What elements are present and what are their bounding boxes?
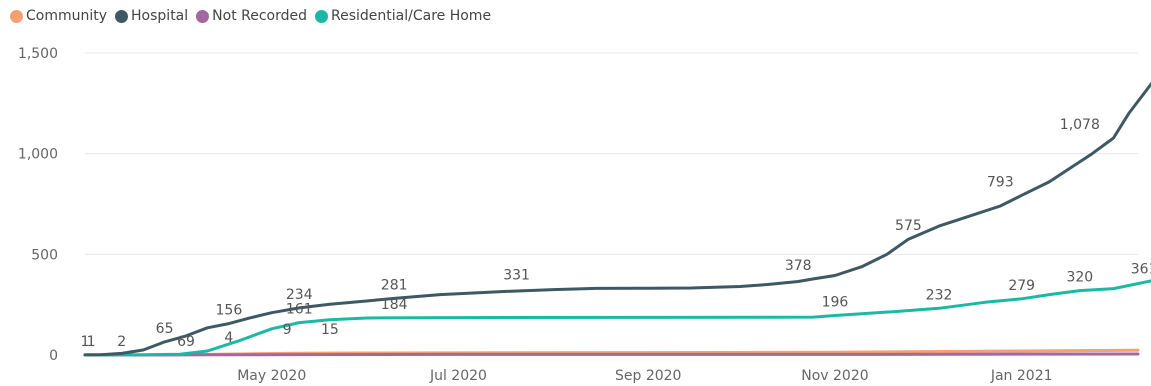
data-label: 1 — [81, 334, 90, 350]
data-label: 184 — [381, 297, 408, 313]
data-label: 69 — [177, 334, 195, 350]
data-label: 279 — [1008, 278, 1035, 294]
y-axis: 0 500 1,000 1,500 — [18, 46, 58, 364]
series-lines — [83, 58, 1151, 357]
legend-item-residential-care-home[interactable]: Residential/Care Home — [315, 8, 491, 24]
legend-label: Hospital — [131, 8, 189, 24]
y-tick-label: 0 — [49, 348, 58, 364]
data-label: 281 — [381, 277, 408, 293]
data-label: 320 — [1066, 270, 1093, 286]
data-label: 9 — [283, 322, 292, 338]
gridlines — [85, 52, 1138, 356]
data-label: 65 — [156, 321, 174, 337]
data-label: 4 — [224, 330, 233, 346]
data-label: 793 — [987, 174, 1014, 190]
legend-dot-icon — [10, 9, 23, 23]
data-label: 2 — [117, 334, 126, 350]
x-tick-label: Sep 2020 — [615, 368, 681, 384]
chart-legend: Community Hospital Not Recorded Residential… — [10, 4, 499, 28]
series-line-not-recorded[interactable] — [83, 352, 1140, 357]
y-tick-label: 1,500 — [18, 46, 58, 62]
data-label: 156 — [216, 303, 243, 319]
data-label: 234 — [286, 287, 313, 303]
data-label: 331 — [503, 267, 530, 283]
x-tick-label: Jan 2021 — [990, 368, 1053, 384]
legend-item-community[interactable]: Community — [10, 8, 107, 24]
data-label: 378 — [785, 258, 812, 274]
data-label: 575 — [895, 218, 922, 234]
legend-item-not-recorded[interactable]: Not Recorded — [196, 8, 307, 24]
data-label: 15 — [321, 322, 339, 338]
y-tick-label: 500 — [31, 247, 58, 263]
x-tick-label: Nov 2020 — [801, 368, 868, 384]
data-label: 196 — [822, 295, 849, 311]
series-line-hospital[interactable] — [83, 58, 1151, 357]
legend-dot-icon — [196, 9, 210, 23]
x-axis: May 2020 Jul 2020 Sep 2020 Nov 2020 Jan 2021 — [237, 368, 1052, 384]
x-tick-label: Jul 2020 — [429, 368, 487, 384]
legend-label: Community — [26, 8, 108, 24]
legend-dot-icon — [315, 9, 329, 23]
data-label: 1,078 — [1060, 117, 1100, 133]
data-label: 1 — [87, 334, 96, 350]
x-tick-label: May 2020 — [237, 368, 306, 384]
series-line-residential-care-home[interactable] — [83, 274, 1151, 357]
legend-dot-icon — [115, 9, 129, 23]
legend-label: Not Recorded — [212, 8, 308, 24]
data-label: 361 — [1131, 261, 1151, 277]
data-labels: 1651562342813313785757931,0781,474126949… — [81, 117, 1151, 350]
y-tick-label: 1,000 — [18, 147, 58, 163]
legend-label: Residential/Care Home — [331, 8, 492, 24]
data-label: 161 — [286, 302, 313, 318]
data-label: 232 — [926, 287, 953, 303]
legend-item-hospital[interactable]: Hospital — [115, 8, 188, 24]
